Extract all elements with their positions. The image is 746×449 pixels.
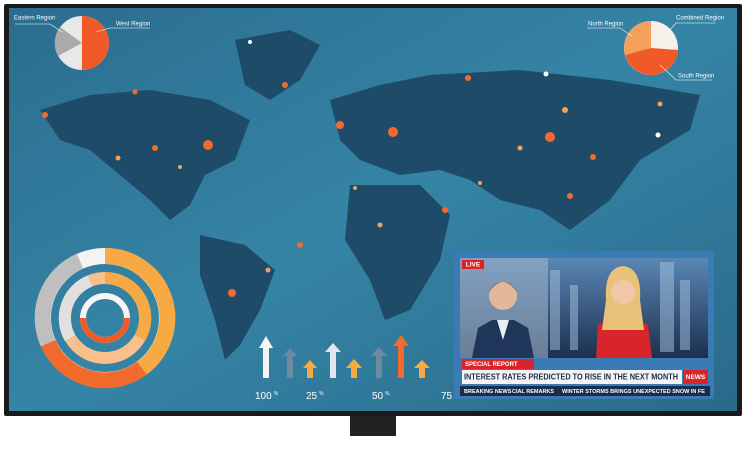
ticker-item: CIAL REMARKS xyxy=(512,389,554,395)
region-label: South Region xyxy=(678,74,714,80)
news-logo: NEWS xyxy=(686,374,706,381)
percent-label: 75 xyxy=(441,391,453,402)
map-markers-light xyxy=(115,101,663,273)
percent-label: 50% xyxy=(372,391,390,402)
ticker-item: BREAKING NEWS xyxy=(464,389,512,395)
donut-chart xyxy=(34,247,176,389)
pie-right xyxy=(587,21,716,81)
pie-left xyxy=(15,16,150,70)
percent-label: 100% xyxy=(255,391,279,402)
percent-label: 25% xyxy=(306,391,324,402)
special-report: SPECIAL REPORT xyxy=(465,362,518,368)
map-markers xyxy=(42,75,596,297)
world-map xyxy=(40,30,700,360)
news-panel: LIVE SPECIAL REPORT INTEREST RATES PREDI… xyxy=(454,251,714,399)
headline: INTEREST RATES PREDICTED TO RISE IN THE … xyxy=(464,373,678,382)
arrow-bars xyxy=(259,335,430,378)
region-label: West Region xyxy=(116,22,150,28)
region-label: Eastern Region xyxy=(14,16,55,22)
region-label: Combined Region xyxy=(676,16,724,22)
ticker-item: WINTER STORMS BRINGS UNEXPECTED SNOW IN … xyxy=(562,389,705,395)
map-markers-white xyxy=(248,40,661,138)
region-label: North Region xyxy=(588,22,623,28)
live-badge: LIVE xyxy=(466,262,481,269)
